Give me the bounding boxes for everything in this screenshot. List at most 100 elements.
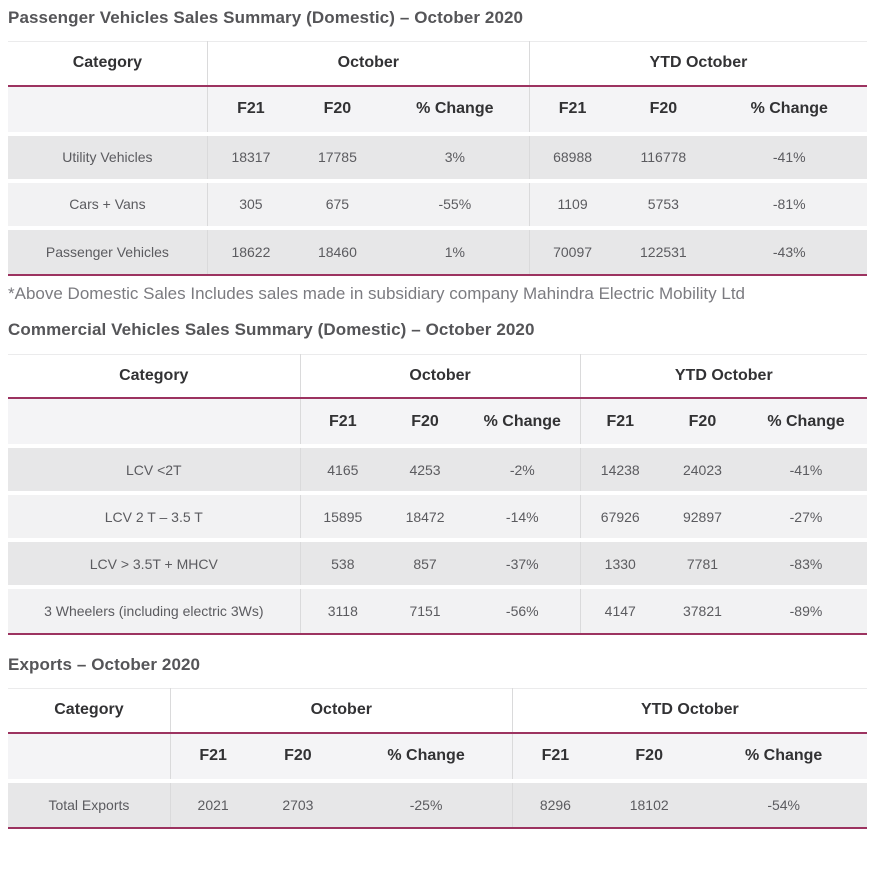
table-row: Utility Vehicles 18317 17785 3% 68988 11… <box>8 131 867 181</box>
cell-value: 2021 <box>169 778 256 828</box>
cell-value: -41% <box>744 444 867 493</box>
cell-value: -54% <box>700 778 867 828</box>
cell-value: 3% <box>380 131 530 181</box>
group-header-row: Category October YTD October <box>8 354 867 399</box>
cell-value: 37821 <box>659 585 745 634</box>
cell-value: 92897 <box>659 491 745 540</box>
sub-header-f21: F21 <box>206 85 295 134</box>
cell-value: 67926 <box>579 491 660 540</box>
row-category: Utility Vehicles <box>8 131 208 181</box>
sub-header-f20: F20 <box>255 732 341 781</box>
table-row: Cars + Vans 305 675 -55% 1109 5753 -81% <box>8 178 867 228</box>
group-header-row: Category October YTD October <box>8 41 867 87</box>
sub-header-pct-change: % Change <box>711 85 867 134</box>
sub-header-pct-change: % Change <box>340 732 513 781</box>
sub-header-pct-change: % Change <box>700 732 867 781</box>
cell-value: 2703 <box>255 778 341 828</box>
cell-value: -41% <box>711 131 867 181</box>
domestic-sales-footnote: *Above Domestic Sales Includes sales mad… <box>8 283 746 303</box>
cell-value: -25% <box>340 778 513 828</box>
cell-value: 7151 <box>385 585 465 634</box>
cell-value: 305 <box>206 178 295 228</box>
sub-header-empty <box>8 732 171 781</box>
cell-value: 18472 <box>385 491 465 540</box>
cell-value: 538 <box>299 538 386 587</box>
sub-header-pct-change: % Change <box>744 398 867 446</box>
group-header-row: Category October YTD October <box>8 688 867 734</box>
sub-header-row: F21 F20 % Change F21 F20 % Change <box>8 732 867 781</box>
cell-value: 1109 <box>528 178 616 228</box>
cell-value: 4253 <box>385 444 465 493</box>
cell-value: 18460 <box>294 225 381 275</box>
column-header-ytd-october: YTD October <box>511 688 867 734</box>
cell-value: 4147 <box>579 585 660 634</box>
row-category: LCV 2 T – 3.5 T <box>8 491 301 540</box>
cell-value: 18317 <box>206 131 295 181</box>
cell-value: -83% <box>744 538 867 587</box>
sub-header-f20: F20 <box>615 85 712 134</box>
cell-value: 68988 <box>528 131 616 181</box>
exports-table: Category October YTD October F21 F20 % C… <box>8 688 867 829</box>
table-row: Passenger Vehicles 18622 18460 1% 70097 … <box>8 225 867 275</box>
table-row: LCV 2 T – 3.5 T 15895 18472 -14% 67926 9… <box>8 491 867 540</box>
cell-value: -89% <box>744 585 867 634</box>
passenger-sales-title: Passenger Vehicles Sales Summary (Domest… <box>8 8 524 27</box>
cell-value: 15895 <box>299 491 386 540</box>
cell-value: 1% <box>380 225 530 275</box>
cell-value: 17785 <box>294 131 381 181</box>
column-header-october: October <box>206 41 530 87</box>
sub-header-empty <box>8 85 208 134</box>
sub-header-row: F21 F20 % Change F21 F20 % Change <box>8 398 867 446</box>
cell-value: 24023 <box>659 444 745 493</box>
column-header-category: Category <box>8 41 208 87</box>
cell-value: 7781 <box>659 538 745 587</box>
cell-value: 1330 <box>579 538 660 587</box>
cell-value: 4165 <box>299 444 386 493</box>
cell-value: 18622 <box>206 225 295 275</box>
cell-value: -14% <box>464 491 581 540</box>
sub-header-row: F21 F20 % Change F21 F20 % Change <box>8 85 867 134</box>
cell-value: -27% <box>744 491 867 540</box>
row-category: Cars + Vans <box>8 178 208 228</box>
table-row: 3 Wheelers (including electric 3Ws) 3118… <box>8 585 867 634</box>
sub-header-f21: F21 <box>511 732 599 781</box>
cell-value: 116778 <box>615 131 712 181</box>
table-row: Total Exports 2021 2703 -25% 8296 18102 … <box>8 778 867 828</box>
row-category: LCV <2T <box>8 444 301 493</box>
cell-value: -43% <box>711 225 867 275</box>
cell-value: 5753 <box>615 178 712 228</box>
row-category: Passenger Vehicles <box>8 225 208 275</box>
cell-value: 3118 <box>299 585 386 634</box>
column-header-category: Category <box>8 688 171 734</box>
sub-header-pct-change: % Change <box>464 398 581 446</box>
sub-header-f21: F21 <box>528 85 616 134</box>
cell-value: 122531 <box>615 225 712 275</box>
column-header-october: October <box>169 688 513 734</box>
column-header-ytd-october: YTD October <box>579 354 867 399</box>
sub-header-f21: F21 <box>299 398 386 446</box>
cell-value: 70097 <box>528 225 616 275</box>
cell-value: -2% <box>464 444 581 493</box>
cell-value: 8296 <box>511 778 599 828</box>
page-content: Passenger Vehicles Sales Summary (Domest… <box>8 8 867 829</box>
sub-header-f20: F20 <box>659 398 745 446</box>
cell-value: -55% <box>380 178 530 228</box>
cell-value: -37% <box>464 538 581 587</box>
sub-header-f21: F21 <box>579 398 660 446</box>
cell-value: -81% <box>711 178 867 228</box>
column-header-category: Category <box>8 354 301 399</box>
table-row: LCV > 3.5T + MHCV 538 857 -37% 1330 7781… <box>8 538 867 587</box>
column-header-october: October <box>299 354 581 399</box>
sub-header-f20: F20 <box>385 398 465 446</box>
cell-value: 18102 <box>598 778 701 828</box>
cell-value: 675 <box>294 178 381 228</box>
cell-value: -56% <box>464 585 581 634</box>
sub-header-f20: F20 <box>294 85 381 134</box>
row-category: Total Exports <box>8 778 171 828</box>
sub-header-empty <box>8 398 301 446</box>
cell-value: 857 <box>385 538 465 587</box>
commercial-sales-table: Category October YTD October F21 F20 % C… <box>8 353 867 635</box>
commercial-sales-title: Commercial Vehicles Sales Summary (Domes… <box>8 319 535 339</box>
row-category: 3 Wheelers (including electric 3Ws) <box>8 585 301 634</box>
sub-header-f21: F21 <box>169 732 256 781</box>
